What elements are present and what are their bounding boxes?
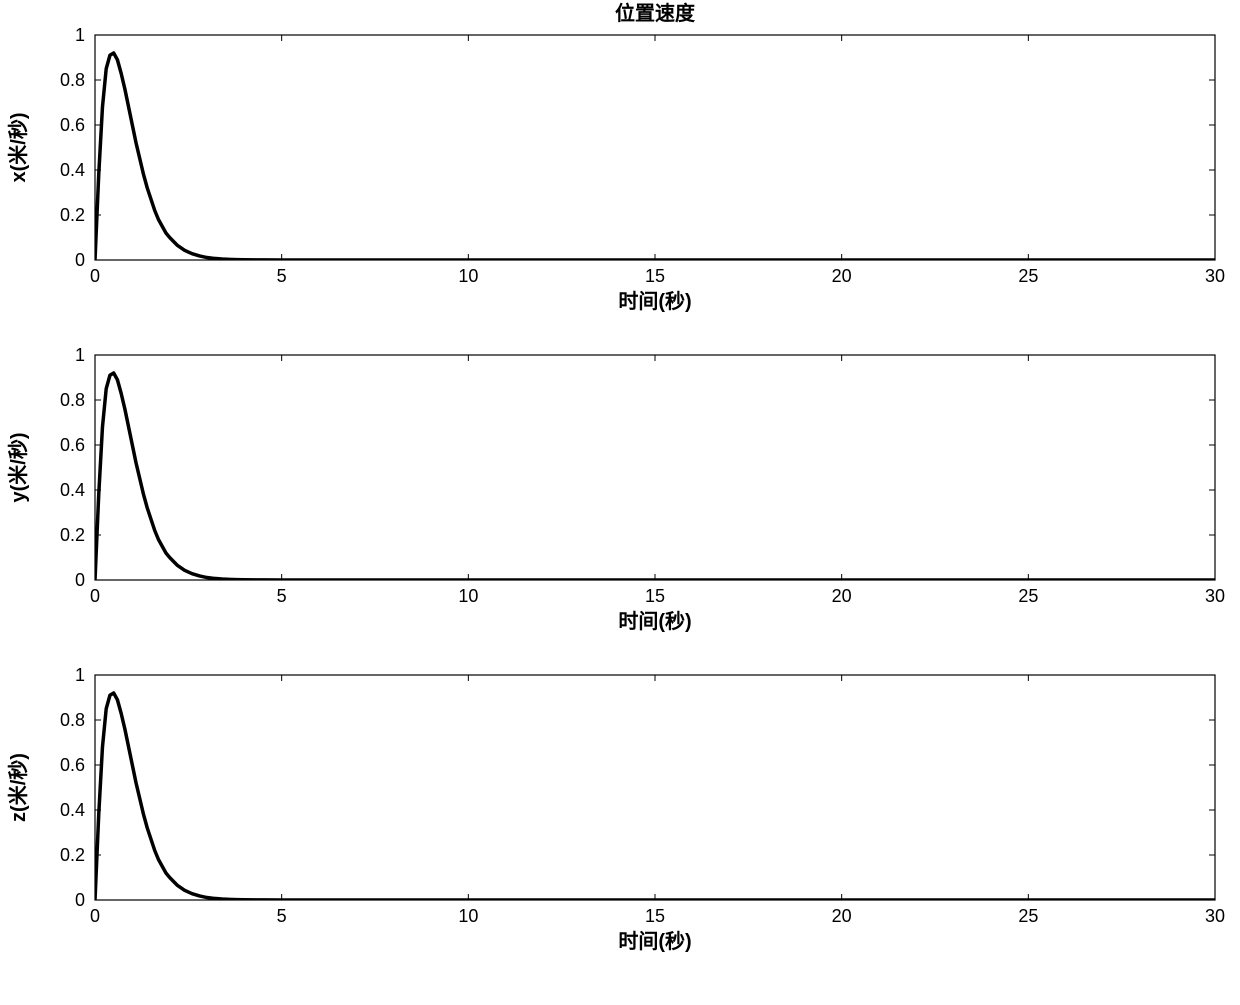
ytick-label: 0.6 (60, 435, 85, 455)
axes-box (95, 675, 1215, 900)
ytick-label: 0.4 (60, 160, 85, 180)
ytick-label: 0.2 (60, 845, 85, 865)
xtick-label: 5 (277, 586, 287, 606)
xtick-label: 5 (277, 266, 287, 286)
ytick-label: 0 (75, 570, 85, 590)
ytick-label: 1 (75, 345, 85, 365)
xlabel: 时间(秒) (618, 609, 691, 633)
xlabel: 时间(秒) (618, 929, 691, 953)
data-line (95, 373, 1215, 580)
axes-box (95, 355, 1215, 580)
xtick-label: 0 (90, 266, 100, 286)
data-line (95, 693, 1215, 900)
xtick-label: 10 (458, 266, 478, 286)
ytick-label: 0.8 (60, 390, 85, 410)
chart-svg: 位置速度05101520253000.20.40.60.81时间(秒)x(米/秒… (0, 0, 1240, 1005)
xtick-label: 25 (1018, 266, 1038, 286)
xtick-label: 20 (832, 266, 852, 286)
ytick-label: 0.8 (60, 70, 85, 90)
ytick-label: 0.4 (60, 800, 85, 820)
xlabel: 时间(秒) (618, 289, 691, 313)
ytick-label: 0.2 (60, 205, 85, 225)
figure-title: 位置速度 (615, 1, 696, 25)
ylabel: y(米/秒) (6, 433, 30, 503)
xtick-label: 0 (90, 906, 100, 926)
ytick-label: 0.6 (60, 755, 85, 775)
subplot-1: 0 5 10 15 20 25 30 0 0.2 0.4 0.6 0.8 1 时间(秒) y(米/秒) (6, 345, 1225, 633)
ytick-label: 0.2 (60, 525, 85, 545)
xtick-label: 25 (1018, 906, 1038, 926)
subplot-0: 0 5 10 15 20 25 30 0 0.2 0.4 0.6 0.8 1 时间(秒) x(米/秒) (6, 25, 1225, 313)
xtick-label: 30 (1205, 906, 1225, 926)
subplot-2: 0 5 10 15 20 25 30 0 0.2 0.4 0.6 0.8 1 时间(秒) z(米/秒) (6, 665, 1225, 953)
ytick-label: 0 (75, 890, 85, 910)
ylabel: z(米/秒) (6, 753, 30, 822)
xtick-label: 15 (645, 266, 665, 286)
ytick-label: 1 (75, 25, 85, 45)
data-line (95, 53, 1215, 260)
xtick-label: 15 (645, 586, 665, 606)
ylabel: x(米/秒) (6, 113, 30, 183)
xtick-label: 0 (90, 586, 100, 606)
xtick-label: 30 (1205, 266, 1225, 286)
figure: 位置速度05101520253000.20.40.60.81时间(秒)x(米/秒… (0, 0, 1240, 1005)
xtick-label: 20 (832, 906, 852, 926)
xtick-label: 15 (645, 906, 665, 926)
xtick-label: 10 (458, 906, 478, 926)
xtick-label: 30 (1205, 586, 1225, 606)
xtick-label: 10 (458, 586, 478, 606)
ytick-label: 0.8 (60, 710, 85, 730)
xtick-label: 5 (277, 906, 287, 926)
xtick-label: 20 (832, 586, 852, 606)
ytick-label: 0 (75, 250, 85, 270)
xtick-label: 25 (1018, 586, 1038, 606)
ytick-label: 0.6 (60, 115, 85, 135)
ytick-label: 0.4 (60, 480, 85, 500)
ytick-label: 1 (75, 665, 85, 685)
axes-box (95, 35, 1215, 260)
